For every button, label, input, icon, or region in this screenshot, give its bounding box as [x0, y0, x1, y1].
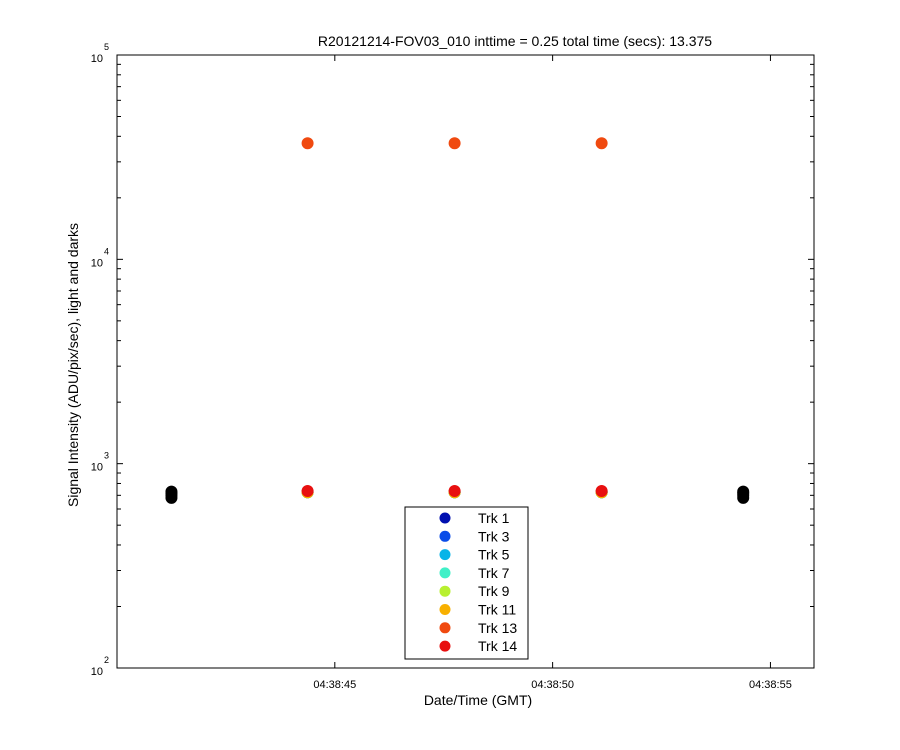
legend: Trk 1 Trk 3 Trk 5 Trk 7 Trk 9 Trk 11 Trk 13 Trk… — [404, 506, 529, 660]
x-tick-label: 04:38:50 — [531, 679, 574, 691]
legend-marker — [439, 530, 451, 542]
y-tick-label-exponent: 4 — [104, 246, 109, 256]
legend-label: Trk 1 — [478, 510, 510, 526]
x-axis-label: Date/Time (GMT) — [424, 692, 532, 708]
legend-label: Trk 14 — [478, 638, 517, 654]
legend-marker — [439, 622, 451, 634]
legend-marker — [439, 512, 451, 524]
y-tick-label-exponent: 3 — [104, 451, 109, 461]
x-tick-label: 04:38:55 — [749, 679, 792, 691]
legend-label: Trk 5 — [478, 547, 510, 563]
legend-label: Trk 7 — [478, 565, 510, 581]
data-point — [448, 137, 461, 150]
data-point — [301, 137, 314, 150]
legend-box — [404, 506, 529, 660]
data-point — [595, 137, 608, 150]
data-point — [448, 484, 461, 497]
x-tick-label: 04:38:45 — [313, 679, 356, 691]
axis-ticks — [117, 54, 814, 669]
legend-label: Trk 9 — [478, 583, 510, 599]
data-point — [301, 484, 314, 497]
data-point — [737, 485, 750, 498]
legend-marker — [439, 585, 451, 597]
legend-label: Trk 13 — [478, 620, 517, 636]
legend-label: Trk 11 — [478, 602, 516, 618]
legend-marker — [439, 567, 451, 579]
legend-marker — [439, 604, 451, 615]
y-tick-label-base: 10 — [91, 666, 103, 678]
y-tick-label-exponent: 2 — [104, 655, 109, 665]
data-points — [165, 137, 750, 504]
legend-marker — [439, 549, 451, 561]
y-tick-label-exponent: 5 — [104, 42, 109, 52]
legend-label: Trk 3 — [478, 528, 510, 544]
y-axis-label: Signal Intensity (ADU/pix/sec), light an… — [65, 223, 81, 507]
data-point — [595, 484, 608, 497]
y-tick-label-base: 10 — [91, 53, 103, 65]
legend-marker — [439, 640, 451, 652]
chart-title: R20121214-FOV03_010 inttime = 0.25 total… — [318, 33, 712, 49]
y-tick-label-base: 10 — [91, 257, 103, 269]
data-point — [165, 485, 178, 498]
y-tick-label-base: 10 — [91, 462, 103, 474]
